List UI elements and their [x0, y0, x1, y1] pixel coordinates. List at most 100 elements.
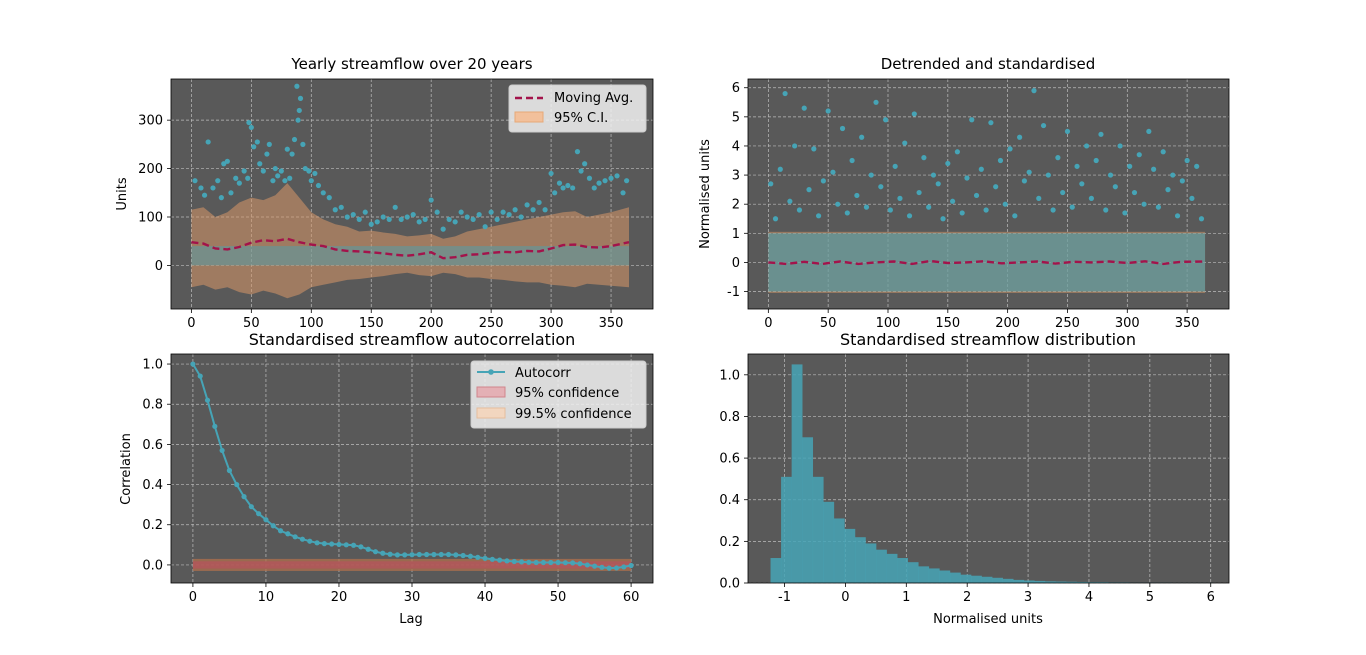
x-tick-label: 20	[331, 590, 348, 605]
detrended-point	[1074, 163, 1080, 169]
moving-avg-line	[768, 259, 1206, 266]
autocorr-marker	[409, 552, 415, 558]
streamflow-point	[251, 144, 257, 150]
histogram-bar	[992, 577, 1003, 583]
detrended-point	[1088, 195, 1095, 201]
y-tick-label: 0.0	[719, 577, 740, 592]
autocorr-marker	[241, 494, 247, 500]
detrended-point	[973, 192, 980, 199]
streamflow-point	[542, 207, 548, 213]
streamflow-point	[266, 141, 272, 147]
histogram-bar	[770, 558, 782, 583]
detrended-point	[1098, 131, 1104, 137]
x-tick-label: 50	[820, 316, 837, 331]
streamflow-point	[556, 180, 563, 186]
x-tick-label: 50	[550, 590, 567, 605]
x-tick-label: 150	[935, 316, 960, 331]
detrended-point	[792, 143, 798, 149]
x-tick-label: 0	[187, 316, 195, 331]
detrended-point	[1112, 184, 1118, 190]
streamflow-point	[210, 185, 216, 191]
detrended-point	[930, 172, 937, 178]
autocorr-marker	[555, 559, 561, 566]
histogram-bar	[960, 574, 972, 583]
detrended-point	[1194, 163, 1200, 169]
autocorr-marker	[336, 541, 342, 548]
histogram-bar	[1055, 581, 1067, 583]
detrended-ylabel: Normalised units	[698, 139, 713, 249]
autocorr-marker	[460, 552, 466, 559]
streamflow-point	[570, 185, 576, 191]
detrended-point	[926, 204, 932, 210]
autocorr-marker	[256, 511, 262, 517]
detrended-point	[1136, 152, 1142, 158]
autocorr-marker	[526, 559, 532, 565]
autocorr-marker	[504, 558, 510, 564]
streamflow-point	[198, 185, 204, 191]
y-tick-label: 1.0	[142, 358, 163, 373]
y-tick-label: 0.4	[142, 478, 163, 493]
detrended-point	[954, 149, 960, 155]
autocorr-marker	[445, 551, 452, 558]
distribution-xlabel: Normalised units	[933, 612, 1043, 627]
autocorr-marker	[219, 447, 225, 454]
streamflow-point	[312, 170, 318, 177]
detrended-point	[969, 117, 975, 123]
autocorr-marker	[599, 564, 605, 570]
streamflow-point	[488, 209, 494, 215]
x-tick-label: 250	[1055, 316, 1080, 331]
streamflow-point	[326, 195, 332, 201]
streamflow-point	[578, 168, 584, 174]
detrended-point	[796, 207, 803, 213]
streamflow-point	[398, 216, 404, 223]
streamflow-point	[548, 170, 554, 177]
detrended-point	[1189, 195, 1195, 201]
detrended-point	[1060, 189, 1066, 196]
detrended-point	[921, 155, 927, 161]
detrended-point	[801, 105, 807, 111]
detrended-point	[1093, 157, 1099, 164]
streamflow-point	[205, 139, 211, 145]
streamflow-point	[284, 146, 290, 152]
histogram-bar	[1097, 582, 1109, 583]
autocorr-marker	[591, 563, 598, 569]
autocorr-marker	[577, 561, 583, 567]
histogram-bar	[981, 576, 993, 583]
streamflow-point	[586, 175, 593, 181]
streamflow-point	[282, 178, 288, 184]
streamflow-point	[272, 165, 278, 172]
autocorr-marker	[511, 558, 517, 565]
y-tick-label: 0.8	[719, 410, 740, 425]
x-tick-label: 300	[539, 316, 564, 331]
x-tick-label: 5	[1146, 590, 1154, 605]
detrended-point	[854, 192, 860, 199]
detrended-point	[906, 213, 913, 219]
detrended-point	[945, 160, 951, 167]
autocorr-marker	[226, 467, 233, 474]
streamflow-point	[338, 204, 344, 210]
detrended-point	[916, 189, 922, 196]
histogram-bar	[823, 501, 835, 583]
streamflow-point	[482, 224, 488, 230]
autocorr-marker	[606, 565, 612, 571]
autocorr-marker	[489, 556, 495, 562]
ci-band	[191, 183, 629, 299]
histogram-bar	[1044, 581, 1056, 583]
streamflow-point	[392, 204, 398, 210]
autocorr-marker	[190, 361, 196, 367]
streamflow-point	[446, 216, 452, 223]
streamflow-point	[295, 117, 301, 123]
detrended-point	[1179, 178, 1185, 184]
detrended-point	[1017, 134, 1023, 140]
detrended-point	[1069, 204, 1075, 210]
detrended-point	[882, 117, 889, 123]
detrended-point	[1026, 169, 1032, 175]
y-tick-label: 0.2	[142, 518, 163, 533]
autocorr-marker	[263, 517, 269, 523]
y-tick-label: 0.0	[142, 558, 163, 573]
x-tick-label: 300	[1115, 316, 1140, 331]
autocorr-marker	[533, 559, 539, 566]
detrended-point	[811, 146, 817, 152]
autocorr-marker	[329, 541, 335, 547]
streamflow-point	[315, 182, 322, 189]
